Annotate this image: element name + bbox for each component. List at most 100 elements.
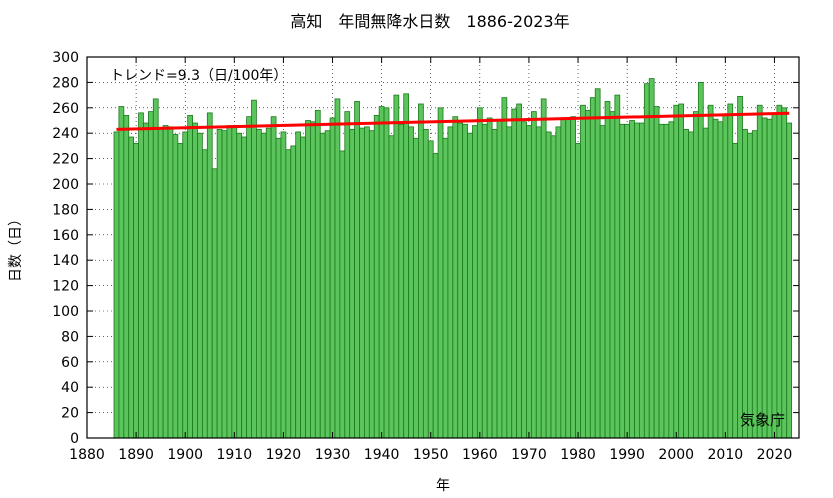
bar-2007 [707, 104, 714, 439]
bar-1905 [206, 112, 213, 439]
bar-1904 [201, 149, 208, 439]
bar-1899 [177, 142, 184, 439]
x-axis: 1880 1890 1900 1910 1920 1930 1940 1950 1960 1970… [69, 57, 792, 463]
bar-2013 [737, 95, 743, 439]
y-tick-label: 60 [61, 355, 79, 371]
bar-1900 [182, 131, 189, 439]
bar-1887 [118, 106, 125, 439]
y-tick-label: 180 [52, 202, 79, 218]
bar-1940 [378, 106, 385, 439]
bar-1950 [427, 140, 434, 439]
bar-1928 [319, 132, 326, 439]
bar-1927 [314, 109, 321, 439]
bar-2005 [697, 82, 704, 439]
bar-1979 [570, 116, 576, 439]
bar-2003 [688, 131, 694, 439]
bar-1955 [452, 116, 459, 439]
bar-1966 [506, 126, 513, 439]
y-tick-label: 200 [52, 177, 79, 193]
trend-line [116, 111, 790, 131]
bar-2006 [702, 127, 709, 439]
bar-2002 [683, 128, 689, 439]
y-tick-label: 280 [52, 75, 79, 91]
plot-frame [86, 56, 800, 439]
bar-1925 [305, 120, 311, 439]
bar-1914 [251, 99, 257, 439]
bar-1961 [481, 123, 488, 439]
bar-1909 [226, 125, 233, 439]
x-tick-label: 1920 [266, 447, 302, 463]
y-axis: 0 20 40 60 80 100 120 140 160 180 200 220 240 260 280 3… [52, 50, 799, 447]
bar-1943 [393, 94, 400, 439]
bar-1894 [152, 98, 159, 439]
bar-1982 [585, 109, 591, 439]
bar-1975 [550, 135, 557, 439]
bar-1951 [432, 153, 439, 439]
bar-2010 [722, 113, 729, 439]
chart-title: 高知 年間無降水日数 1886-2023年 [290, 12, 569, 31]
bar-1912 [241, 136, 247, 439]
y-tick-label: 40 [61, 380, 79, 396]
bar-1896 [162, 125, 169, 439]
bar-1957 [462, 123, 468, 439]
bar-1972 [535, 126, 542, 439]
bar-1888 [123, 115, 130, 439]
y-tick-label: 20 [61, 406, 79, 422]
bar-1934 [349, 128, 356, 439]
trend-label: トレンド=9.3（日/100年） [110, 68, 287, 84]
x-tick-label: 1930 [315, 447, 351, 463]
y-tick-label: 80 [61, 329, 79, 345]
bar-1886 [113, 131, 120, 439]
bar-2017 [756, 104, 763, 439]
y-axis-label: 日数（日） [8, 212, 24, 282]
bar-1922 [290, 145, 297, 439]
x-tick-label: 1950 [413, 447, 449, 463]
bar-1968 [516, 103, 522, 439]
bar-1895 [157, 127, 164, 439]
bar-1969 [521, 121, 527, 439]
bar-1908 [221, 130, 228, 439]
bar-1935 [354, 101, 360, 439]
bar-2004 [693, 111, 699, 439]
x-tick-label: 2000 [658, 447, 694, 463]
x-tick-label: 1890 [118, 447, 154, 463]
x-tick-label: 1990 [609, 447, 645, 463]
bar-2015 [747, 132, 753, 439]
bar-1892 [143, 122, 149, 439]
bar-1920 [280, 131, 287, 439]
bar-1913 [246, 116, 252, 439]
bar-1946 [408, 126, 414, 439]
bar-1931 [334, 98, 341, 439]
bar-1936 [359, 127, 365, 439]
bar-1981 [580, 104, 586, 439]
bar-1889 [128, 136, 135, 439]
bar-1937 [364, 126, 370, 439]
x-tick-label: 2020 [757, 447, 793, 463]
bar-2008 [712, 118, 719, 439]
bar-1924 [300, 136, 306, 439]
bar-1919 [275, 137, 282, 439]
bar-1984 [594, 88, 601, 439]
bar-1929 [324, 130, 331, 439]
bar-1932 [339, 150, 346, 439]
x-tick-label: 1910 [216, 447, 252, 463]
bar-1933 [344, 111, 351, 439]
bar-1949 [422, 128, 429, 439]
y-tick-label: 300 [52, 50, 79, 66]
bar-1993 [639, 122, 645, 439]
bar-1962 [486, 117, 493, 439]
bar-1947 [413, 137, 419, 439]
x-tick-label: 2010 [708, 447, 744, 463]
bars [113, 78, 793, 439]
bar-1980 [575, 142, 581, 439]
x-tick-label: 1940 [364, 447, 400, 463]
y-tick-label: 100 [52, 304, 79, 320]
bar-1930 [329, 117, 336, 439]
bar-1963 [491, 128, 498, 439]
bar-1953 [442, 137, 449, 439]
bar-1978 [565, 118, 572, 439]
bar-1959 [472, 125, 478, 439]
bar-1998 [663, 123, 670, 439]
bar-1967 [511, 108, 518, 439]
y-tick-label: 120 [52, 279, 79, 295]
